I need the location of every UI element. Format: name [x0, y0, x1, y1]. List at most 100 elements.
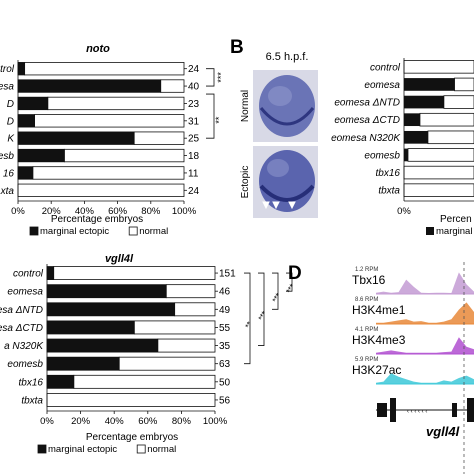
significance-label: **: [214, 116, 224, 124]
legend-label: marginal ectopic: [48, 444, 117, 455]
category-label: tbx16: [19, 377, 44, 388]
significance-label: ***: [216, 72, 226, 83]
category-label: tbxta: [21, 395, 43, 406]
bar-normal: [174, 302, 216, 317]
n-label: 55: [219, 323, 231, 334]
legend-swatch: [37, 444, 47, 454]
category-label: trol: [0, 64, 15, 75]
bracket: [206, 93, 215, 139]
category-labels: control eomesa eomesa ΔNTD eomesa ΔCTD eomes…: [331, 62, 401, 196]
n-label: 56: [219, 395, 231, 406]
significance-label: ***: [257, 310, 269, 323]
legend-swatch: [136, 444, 146, 454]
bar-normal: [46, 393, 216, 407]
x-tick-label: 60%: [108, 206, 128, 217]
panel-label-b: B: [230, 37, 244, 58]
x-tick-label: 100%: [203, 416, 228, 427]
category-label: a N320K: [4, 341, 44, 352]
legend-swatch: [426, 227, 434, 235]
bar-normal: [160, 79, 185, 93]
bar-marginal-ectopic: [17, 96, 49, 111]
panel-b: B 6.5 h.p.f. Normal Ectopic: [230, 37, 318, 218]
arrowhead-icon: [262, 201, 270, 210]
bars: [17, 62, 185, 197]
bar-marginal-ectopic: [17, 166, 34, 180]
bar-normal: [427, 130, 474, 145]
bar-marginal-ectopic: [46, 338, 159, 353]
track-signal: [376, 272, 474, 294]
chart-title: vgll4l: [105, 253, 134, 265]
bar-normal: [403, 165, 474, 180]
n-label: 50: [219, 377, 231, 388]
x-axis: 0% 20% 40% 60% 80% 100%: [11, 60, 197, 217]
category-label: D: [7, 116, 14, 127]
category-label: eomesb: [7, 359, 43, 370]
category-labels: control eomesa esa ΔNTD esa ΔCTD a N320K eome…: [0, 269, 44, 407]
category-label: 16: [3, 168, 15, 179]
bar-marginal-ectopic: [17, 131, 135, 145]
bar-normal: [24, 62, 185, 76]
category-label: xta: [0, 186, 14, 197]
category-label: control: [370, 62, 401, 73]
category-label: eomesb: [364, 150, 400, 161]
n-label: 25: [188, 134, 200, 145]
normal-embryo-image: [259, 75, 315, 137]
legend-label: normal: [139, 226, 168, 237]
x-tick-label: 80%: [141, 206, 161, 217]
bar-normal: [118, 356, 216, 371]
category-label: tbxta: [378, 186, 400, 197]
bar-normal: [133, 320, 216, 335]
bar-normal: [32, 166, 185, 180]
n-label: 23: [188, 99, 200, 110]
bar-normal: [407, 148, 474, 162]
category-label: eomesa: [7, 287, 43, 298]
track-scale: 4.1 RPM: [355, 327, 378, 333]
track-scale: 1.2 RPM: [355, 267, 378, 273]
category-label: D: [7, 99, 14, 110]
category-label: esa ΔCTD: [0, 323, 43, 334]
bar-normal: [64, 148, 185, 163]
track-name: H3K27ac: [352, 363, 401, 377]
bar-normal: [454, 77, 474, 92]
legend: marginal ectopic normal: [29, 226, 168, 237]
chart-title: noto: [86, 43, 110, 55]
n-label: 151: [219, 269, 236, 280]
svg-text:‹ ‹ ‹ ‹ ‹ ‹: ‹ ‹ ‹ ‹ ‹ ‹: [407, 409, 427, 415]
x-axis-label: Percentage embryos: [51, 214, 143, 225]
partial-chart: control eomesa eomesa ΔNTD eomesa ΔCTD eomes…: [331, 58, 474, 237]
category-label: eomesa ΔNTD: [334, 98, 400, 109]
x-tick-label: 40%: [75, 206, 95, 217]
n-label: 40: [188, 82, 200, 93]
track-name: H3K4me3: [352, 333, 406, 347]
bar-marginal-ectopic: [46, 356, 120, 371]
gene-model: ‹ ‹ ‹ ‹ ‹ ‹: [376, 398, 474, 422]
significance-label: ***: [285, 283, 297, 296]
bar-normal: [157, 338, 216, 353]
bar-marginal-ectopic: [17, 79, 162, 93]
legend-label: marginal: [436, 226, 472, 237]
x-axis-label: Percen: [440, 214, 472, 225]
track-signal: [376, 373, 474, 384]
bar-normal: [73, 374, 216, 389]
category-label: K: [7, 134, 15, 145]
bar-marginal-ectopic: [46, 266, 55, 280]
stage-label: 6.5 h.p.f.: [266, 51, 309, 63]
x-tick-label: 0%: [11, 206, 25, 217]
x-axis: 0%: [397, 58, 474, 217]
n-labels: 151 46 49 55 35 63 50 56: [215, 269, 236, 406]
category-label: eomesa ΔCTD: [334, 115, 400, 126]
bar-marginal-ectopic: [17, 148, 65, 163]
panel-label-d: D: [288, 263, 302, 284]
n-label: 24: [188, 186, 200, 197]
bar-normal: [47, 96, 185, 111]
n-label: 63: [219, 359, 231, 370]
bars: [403, 60, 474, 197]
bar-marginal-ectopic: [17, 62, 26, 76]
bar-normal: [403, 183, 474, 197]
x-axis: 0% 20% 40% 60% 80% 100%: [40, 264, 228, 427]
gene-label: vgll4l: [426, 424, 460, 439]
bar-marginal-ectopic: [46, 302, 176, 317]
bar-marginal-ectopic: [17, 114, 36, 128]
